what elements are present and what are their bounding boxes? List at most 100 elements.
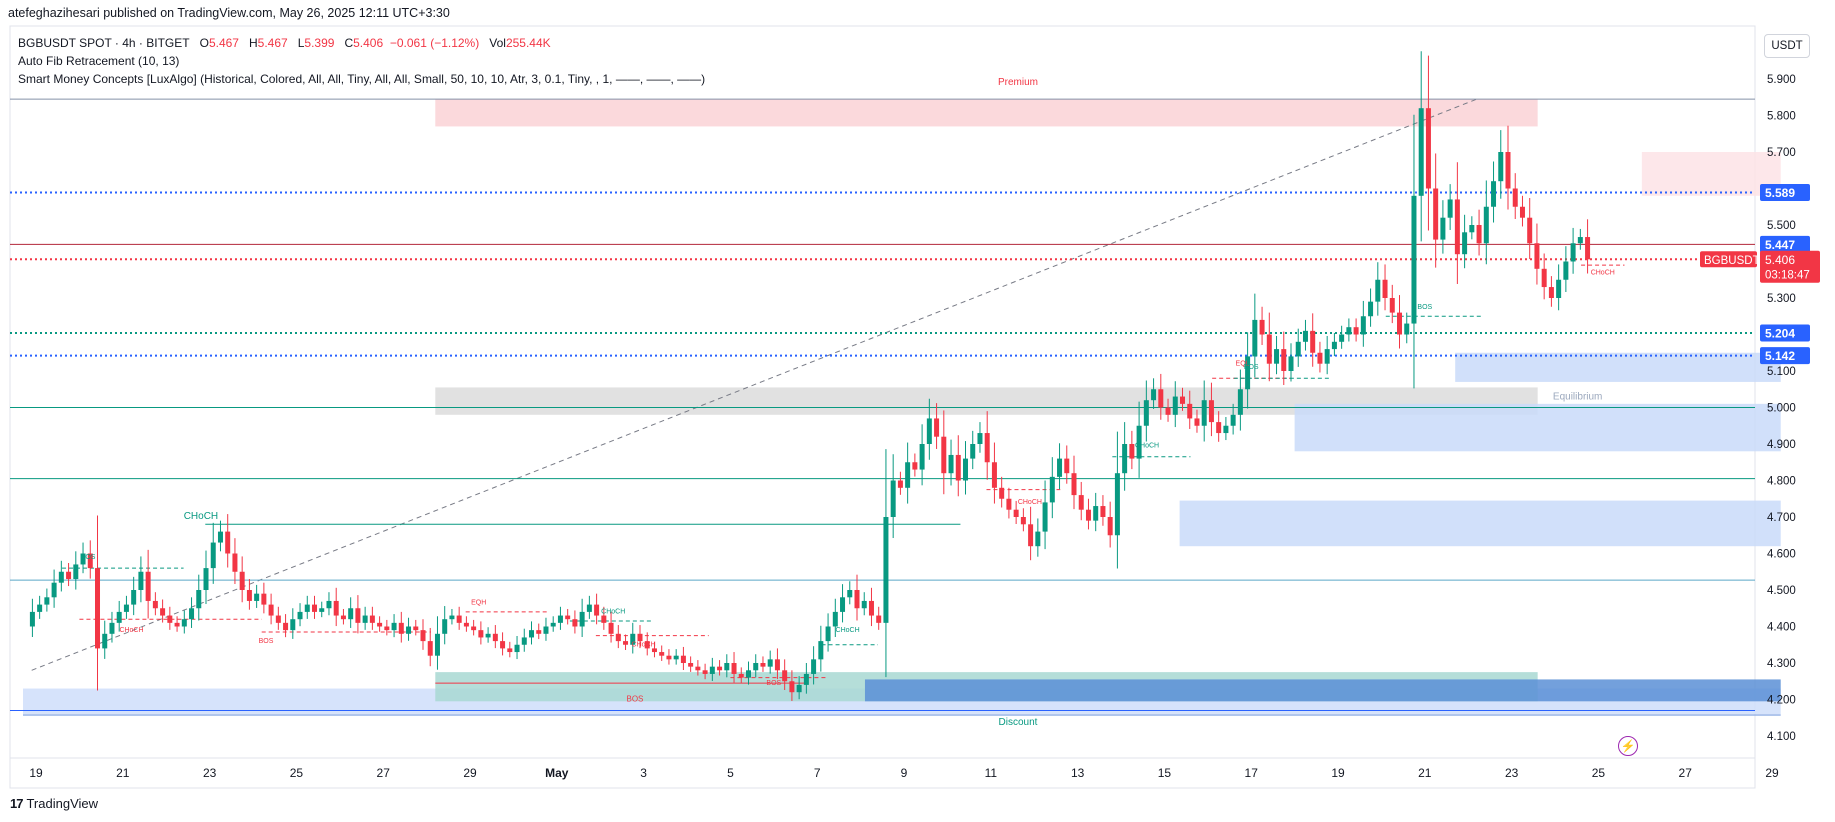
candle-body-171 xyxy=(1259,319,1265,335)
candle-body-18 xyxy=(152,600,158,609)
smc-label-5: CHoCH xyxy=(601,609,625,616)
candle-body-199 xyxy=(1462,232,1468,255)
high-value: 5.467 xyxy=(257,36,288,50)
candle-body-202 xyxy=(1483,206,1489,244)
candle-body-105 xyxy=(782,670,788,682)
candle-body-27 xyxy=(217,531,223,543)
candle-body-133 xyxy=(984,433,990,463)
indicator-fib[interactable]: Auto Fib Retracement (10, 13) xyxy=(18,54,180,68)
candle-body-181 xyxy=(1331,341,1337,350)
x-tick-label: 25 xyxy=(290,766,304,780)
smc-label-8: CHoCH xyxy=(836,627,860,634)
candle-body-42 xyxy=(326,600,332,609)
chart-legend: BGBUSDT SPOT · 4h · BITGET O5.467 H5.467… xyxy=(18,34,705,88)
candle-body-30 xyxy=(239,571,245,590)
candle-body-162 xyxy=(1194,418,1200,426)
candle-body-2 xyxy=(37,604,43,612)
candle-body-22 xyxy=(181,619,187,627)
candle-body-61 xyxy=(463,622,469,627)
candle-body-17 xyxy=(145,571,151,601)
candle-body-196 xyxy=(1440,217,1446,240)
candle-body-38 xyxy=(297,611,303,620)
candle-body-154 xyxy=(1136,425,1142,459)
candle-body-66 xyxy=(500,641,506,649)
candle-body-132 xyxy=(977,433,983,444)
open-value: 5.467 xyxy=(208,36,239,50)
candle-body-113 xyxy=(840,597,846,612)
candle-body-211 xyxy=(1548,287,1554,298)
smc-label-2: CHoCH xyxy=(119,627,143,634)
candle-body-107 xyxy=(796,684,802,693)
y-tick-label: 5.800 xyxy=(1767,111,1796,123)
candle-body-88 xyxy=(659,652,665,656)
y-tick-label: 5.100 xyxy=(1767,366,1796,378)
candle-body-151 xyxy=(1114,473,1120,536)
smc-label-7: BOS xyxy=(766,680,781,687)
currency-button[interactable]: USDT xyxy=(1764,34,1810,58)
candle-body-165 xyxy=(1216,422,1222,434)
candle-body-192 xyxy=(1411,195,1417,324)
y-tick-label: 4.800 xyxy=(1767,476,1796,488)
price-label-3: 5.142 xyxy=(1765,349,1795,363)
candle-body-209 xyxy=(1534,243,1540,269)
symbol-title[interactable]: BGBUSDT SPOT · 4h · BITGET xyxy=(18,36,190,50)
candle-body-129 xyxy=(955,454,961,481)
candle-body-143 xyxy=(1057,458,1063,477)
candle-body-13 xyxy=(116,611,122,623)
candle-body-146 xyxy=(1078,495,1084,510)
candle-body-52 xyxy=(398,622,404,634)
y-tick-label: 5.500 xyxy=(1767,220,1796,232)
candle-body-200 xyxy=(1469,225,1475,233)
x-tick-label: 23 xyxy=(203,766,217,780)
candle-body-47 xyxy=(362,615,368,623)
candle-body-14 xyxy=(123,604,129,612)
candle-body-153 xyxy=(1129,444,1135,459)
candle-body-201 xyxy=(1476,225,1482,244)
indicator-smc[interactable]: Smart Money Concepts [LuxAlgo] (Historic… xyxy=(18,72,706,86)
close-label: C xyxy=(344,36,354,50)
candle-body-123 xyxy=(912,462,918,470)
lightning-icon[interactable]: ⚡ xyxy=(1618,736,1638,756)
price-label-0: 5.589 xyxy=(1765,186,1795,200)
symbol-row[interactable]: BGBUSDT SPOT · 4h · BITGET O5.467 H5.467… xyxy=(18,34,705,52)
x-tick-label: 27 xyxy=(1679,766,1693,780)
x-tick-label: 25 xyxy=(1592,766,1606,780)
candle-body-197 xyxy=(1447,199,1453,218)
symbol-tag-bg xyxy=(1700,251,1757,268)
candle-body-26 xyxy=(210,542,216,569)
candle-body-119 xyxy=(883,517,889,623)
symbol-tag: BGBUSDT xyxy=(1704,255,1760,267)
candle-body-55 xyxy=(420,630,426,642)
candle-body-210 xyxy=(1541,268,1547,288)
candle-body-32 xyxy=(254,593,260,601)
y-tick-label: 5.700 xyxy=(1767,147,1796,159)
candle-body-85 xyxy=(637,633,643,642)
candle-body-39 xyxy=(304,604,310,612)
candle-body-173 xyxy=(1274,349,1280,364)
candle-body-79 xyxy=(594,604,600,616)
zone-8 xyxy=(864,679,1781,702)
x-tick-label: 19 xyxy=(29,766,43,780)
candle-body-156 xyxy=(1151,389,1157,401)
candle-body-174 xyxy=(1281,349,1287,371)
brand-name: TradingView xyxy=(26,796,99,811)
candle-body-204 xyxy=(1498,152,1504,182)
candle-body-112 xyxy=(832,611,838,627)
smc-label-6: CHoCH xyxy=(632,642,656,649)
candle-body-163 xyxy=(1201,400,1207,426)
candle-body-100 xyxy=(746,670,752,678)
candle-body-126 xyxy=(934,418,940,437)
candle-body-34 xyxy=(268,604,274,616)
candle-body-140 xyxy=(1035,531,1041,547)
candle-body-164 xyxy=(1208,400,1214,423)
candle-body-208 xyxy=(1527,217,1533,244)
x-tick-label: 23 xyxy=(1505,766,1519,780)
candle-body-149 xyxy=(1100,506,1106,517)
candle-body-28 xyxy=(225,531,231,554)
candle-body-23 xyxy=(189,608,195,620)
candle-body-54 xyxy=(413,626,419,631)
candle-body-104 xyxy=(774,659,780,671)
x-tick-label: 3 xyxy=(640,766,647,780)
candle-body-172 xyxy=(1266,334,1272,364)
